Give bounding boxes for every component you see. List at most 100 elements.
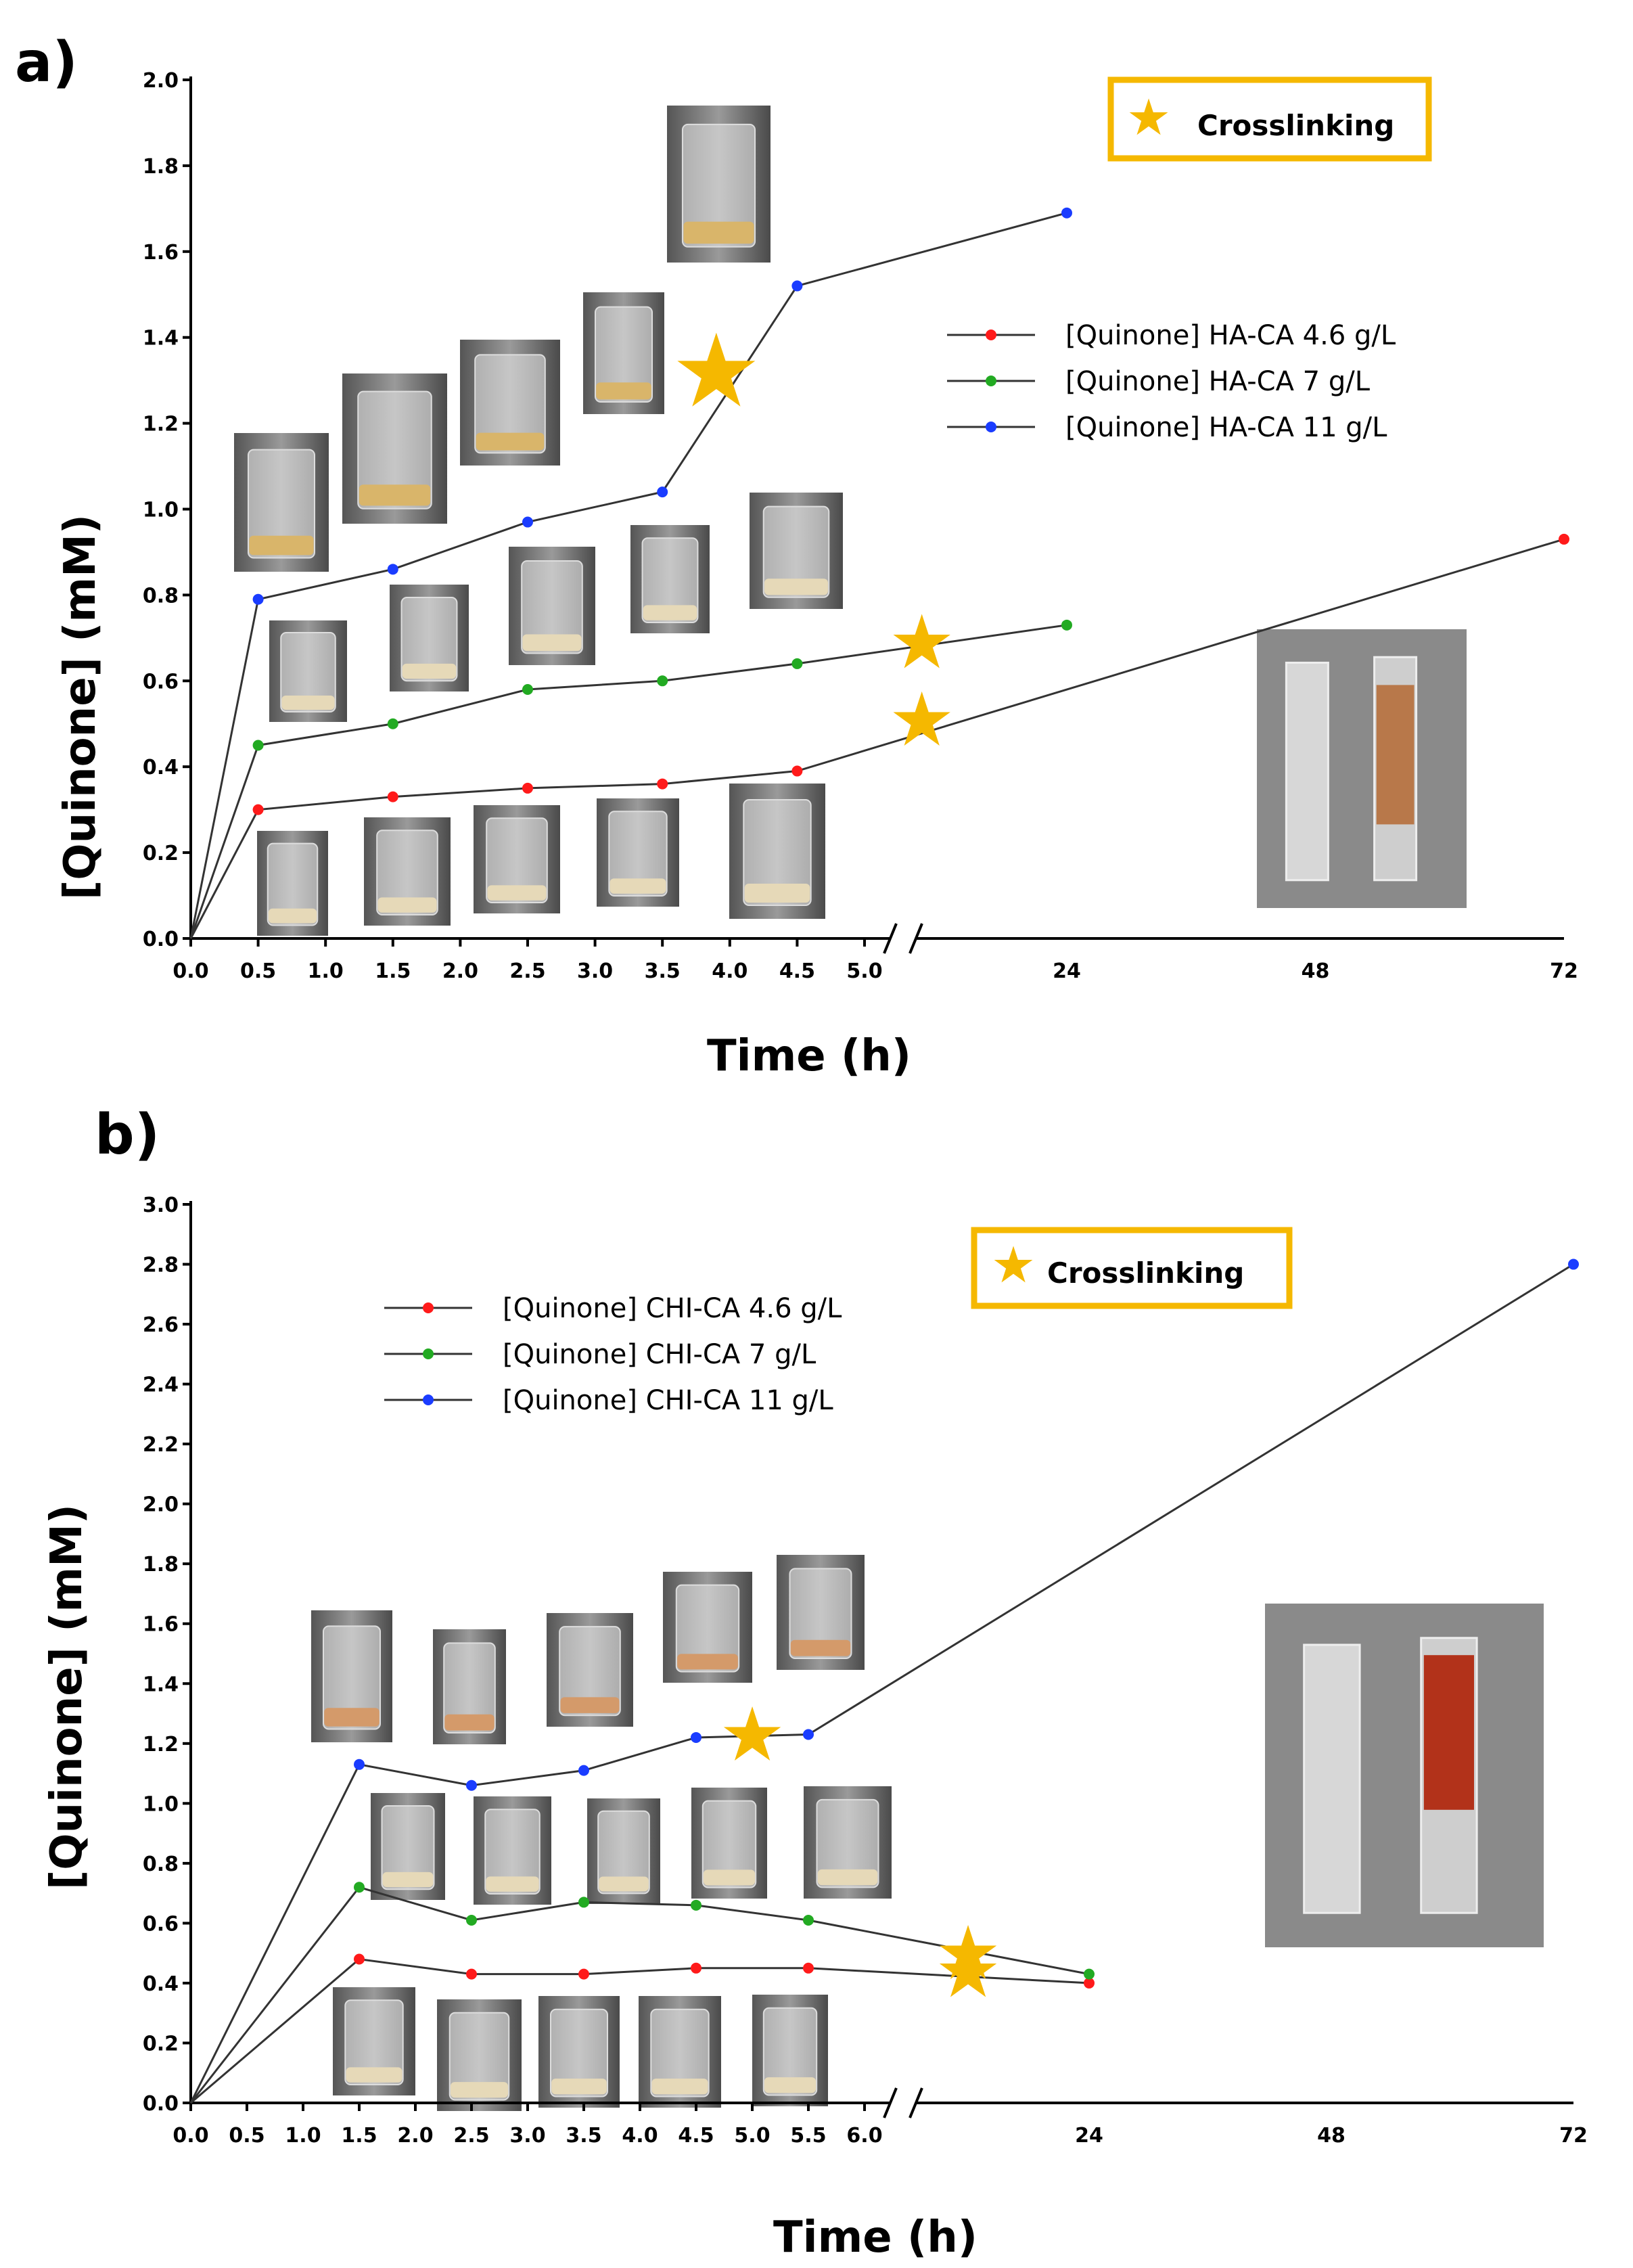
- data-point: [387, 791, 398, 802]
- legend-marker: [986, 422, 996, 432]
- data-point: [387, 718, 398, 729]
- x-tick-label: 1.5: [341, 2124, 377, 2148]
- y-tick-label: 0.8: [143, 584, 179, 608]
- panel-a-axes: 0.0 0.2 0.4 0.6 0.8 1.0 1.2 1.4 1.6 1.8 2.0 0.0 0.5 1…: [143, 69, 1578, 983]
- panel-b-legend: [Quinone] CHI-CA 4.6 g/L [Quinone] CHI-CA…: [384, 1293, 842, 1416]
- cuvette-empty: [1303, 1643, 1361, 1914]
- vial-liquid: [486, 1876, 539, 1892]
- data-point: [354, 1953, 365, 1965]
- axis-break-mark: [908, 923, 923, 954]
- x-tick-label: 5.0: [846, 959, 882, 983]
- y-tick-label: 1.8: [143, 1553, 179, 1577]
- vial-photo: [509, 547, 595, 665]
- legend-item: [Quinone] HA-CA 11 g/L: [947, 412, 1387, 443]
- x-tick-label: 3.5: [645, 959, 681, 983]
- vial-liquid: [643, 605, 697, 620]
- y-tick-label: 2.4: [143, 1374, 179, 1397]
- crosslinking-star-icon: ★: [888, 678, 955, 761]
- panel-a-x-axis-title: Time (h): [707, 1031, 911, 1081]
- vial-photo: [750, 493, 843, 609]
- x-tick-label: 4.5: [779, 959, 815, 983]
- vial-photo: [364, 817, 451, 926]
- vial-photo: [257, 831, 328, 936]
- panel-b-crosslinking-stars: ★★★: [719, 1694, 1002, 2014]
- vial-liquid: [610, 878, 666, 894]
- vial-photo: [630, 525, 710, 633]
- vial-liquid: [346, 2067, 402, 2083]
- data-point: [252, 804, 264, 815]
- vial-glass: [443, 1642, 496, 1733]
- x-tick-label: 72: [1559, 2124, 1588, 2148]
- x-tick-label: 0.5: [229, 2124, 264, 2148]
- vial-liquid: [487, 885, 547, 901]
- vial-liquid: [817, 1869, 878, 1886]
- data-point: [578, 1897, 589, 1908]
- legend-label: [Quinone] CHI-CA 4.6 g/L: [503, 1293, 842, 1324]
- vial-liquid: [377, 897, 437, 913]
- data-point: [791, 658, 803, 669]
- data-point: [578, 1968, 589, 1980]
- vial-photo: [342, 373, 447, 524]
- vial-liquid: [651, 2079, 708, 2095]
- y-tick-label: 0.6: [143, 1912, 179, 1936]
- x-tick-label: 3.0: [577, 959, 613, 983]
- x-tick-label: 3.0: [509, 2124, 545, 2148]
- data-point: [466, 1914, 477, 1926]
- x-tick-label: 5.0: [734, 2124, 770, 2148]
- vial-photo: [752, 1995, 828, 2106]
- vial-glass: [597, 1810, 650, 1895]
- data-point: [1559, 533, 1569, 545]
- crosslinking-star-icon: ★: [719, 1694, 786, 1777]
- legend-marker: [986, 376, 996, 386]
- vial-photo: [474, 1796, 551, 1905]
- vial-photo: [311, 1610, 392, 1742]
- data-point: [466, 1968, 477, 1980]
- vial-liquid: [476, 432, 545, 451]
- data-point: [1084, 1977, 1095, 1989]
- y-tick-label: 0.6: [143, 670, 179, 694]
- x-tick-label: 48: [1317, 2124, 1346, 2148]
- vial-glass: [650, 2008, 710, 2097]
- panel-b-axes: 0.0 0.2 0.4 0.6 0.8 1.0 1.2 1.4 1.6 1.8 2.0 2.2 2.4 2…: [143, 1194, 1588, 2148]
- vial-liquid: [522, 634, 582, 651]
- legend-label: [Quinone] CHI-CA 11 g/L: [503, 1385, 833, 1416]
- vial-photo: [460, 340, 560, 466]
- vial-glass: [357, 390, 432, 509]
- vial-photo: [547, 1613, 633, 1727]
- vial-liquid: [324, 1708, 380, 1727]
- legend-marker: [423, 1348, 434, 1359]
- data-point: [252, 740, 264, 751]
- vial-photo: [234, 433, 329, 572]
- vial-glass: [448, 2012, 510, 2101]
- y-tick-label: 2.2: [143, 1433, 179, 1457]
- vial-photo: [777, 1555, 865, 1670]
- data-point: [522, 782, 533, 794]
- vial-glass: [595, 306, 653, 403]
- vial-photo: [474, 805, 560, 913]
- y-tick-label: 2.0: [143, 69, 179, 93]
- y-tick-label: 1.0: [143, 1792, 179, 1816]
- legend-item: [Quinone] CHI-CA 7 g/L: [384, 1339, 816, 1370]
- vial-glass: [400, 596, 458, 682]
- vial-photo: [333, 1987, 415, 2095]
- data-point: [354, 1759, 365, 1770]
- data-point: [691, 1731, 702, 1743]
- panel-b-crosslinking-box: ★ Crosslinking: [971, 1227, 1293, 1309]
- vial-glass: [608, 811, 668, 897]
- vial-glass: [743, 799, 812, 906]
- legend-marker: [986, 330, 996, 340]
- x-tick-label: 0.0: [172, 2124, 208, 2148]
- data-point: [1568, 1258, 1579, 1270]
- vial-glass: [474, 354, 546, 454]
- y-tick-label: 0.0: [143, 2092, 179, 2116]
- vial-photo: [587, 1798, 660, 1904]
- vial-liquid: [359, 484, 431, 506]
- vial-photo: [371, 1793, 445, 1900]
- x-tick-label: 4.5: [678, 2124, 714, 2148]
- vial-liquid: [268, 908, 317, 924]
- data-point: [387, 564, 398, 575]
- vial-photo: [390, 585, 469, 691]
- panel-a-crosslinking-stars: ★★★: [671, 314, 955, 761]
- vial-glass: [762, 2007, 818, 2096]
- legend-label: [Quinone] HA-CA 7 g/L: [1065, 366, 1371, 397]
